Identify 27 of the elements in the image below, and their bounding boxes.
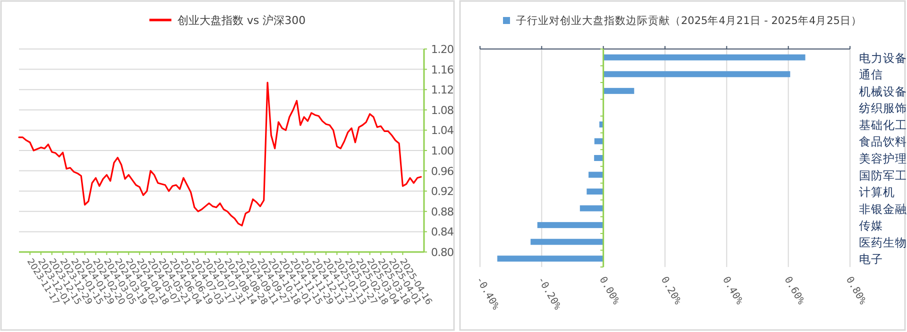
- legend-item: 创业大盘指数 vs 沪深300: [149, 14, 306, 27]
- y-tick-label: 计算机: [859, 185, 895, 200]
- y-tick-label: 1.04: [431, 124, 454, 138]
- y-tick-label: 机械设备: [859, 84, 907, 98]
- y-tick-label: 传媒: [859, 218, 883, 233]
- y-tick-label: 1.12: [431, 84, 454, 97]
- y-tick-label: 通信: [859, 68, 883, 82]
- y-tick-label: 0.88: [431, 205, 454, 218]
- y-tick-label: 电子: [859, 252, 883, 266]
- legend-label: 创业大盘指数 vs 沪深300: [177, 14, 306, 27]
- y-tick-label: 1.16: [431, 63, 454, 76]
- y-tick-label: 国防军工: [859, 168, 907, 182]
- y-tick-label: 纺织服饰: [859, 101, 907, 116]
- y-tick-label: 基础化工: [859, 118, 907, 132]
- y-tick-label: 非银金融: [859, 202, 907, 216]
- y-tick-label: 1.00: [431, 144, 454, 158]
- y-tick-label: 食品饮料: [859, 134, 907, 149]
- legend-item: 子行业对创业大盘指数边际贡献（2025年4月21日 - 2025年4月25日）: [503, 15, 862, 27]
- y-tick-label: 0.92: [431, 185, 454, 198]
- y-tick-label: 1.08: [431, 104, 454, 117]
- y-tick-label: 美容护理: [859, 152, 907, 166]
- y-tick-label: 0.80: [431, 246, 454, 259]
- y-tick-label: 医药生物: [859, 235, 907, 250]
- y-tick-label: 1.20: [431, 43, 454, 56]
- y-tick-label: 电力设备: [859, 50, 907, 65]
- y-tick-label: 0.96: [431, 164, 454, 178]
- y-tick-label: 0.84: [431, 226, 454, 239]
